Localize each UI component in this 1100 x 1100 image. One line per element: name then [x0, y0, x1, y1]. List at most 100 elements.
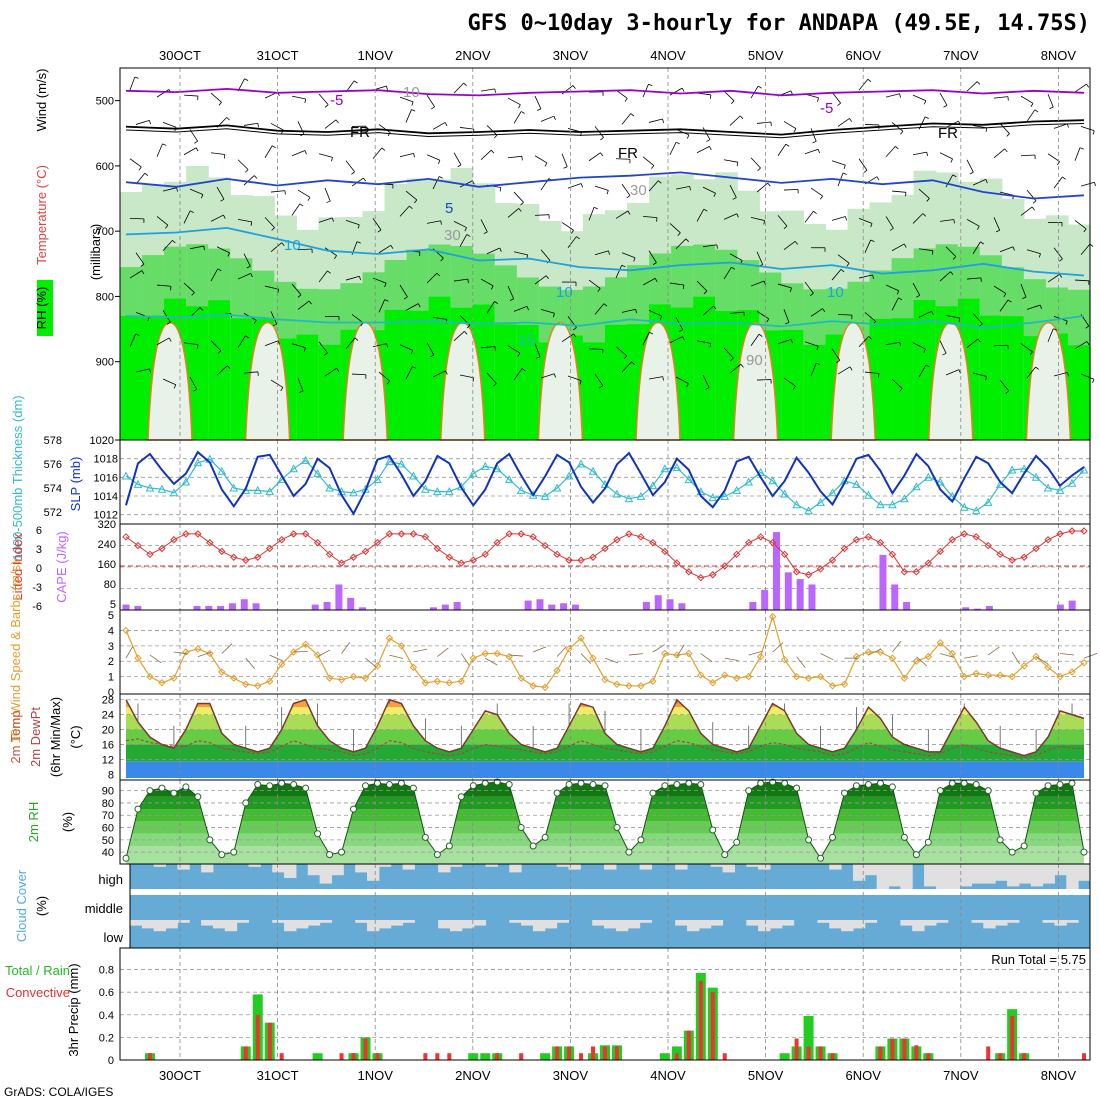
wind-barb: [777, 339, 792, 345]
wind-barb: [399, 152, 414, 158]
wind-barb: [459, 127, 474, 130]
wind-barb: [864, 371, 879, 374]
wind-barb: [966, 219, 980, 227]
rh-marker: [302, 784, 310, 792]
wind-barb-tick: [149, 368, 151, 373]
wind-marker: [601, 675, 609, 684]
cloud-bar: [935, 864, 949, 890]
wind-ytick: 2: [108, 656, 114, 668]
lifted-marker: [613, 536, 621, 544]
lifted-marker: [122, 533, 130, 541]
cape-bar: [654, 595, 662, 610]
wind-barb: [1074, 220, 1087, 230]
wind-marker: [397, 642, 406, 650]
lifted-marker: [577, 556, 585, 564]
precip-total-bar: [779, 1053, 790, 1060]
wind-barb: [594, 373, 604, 386]
precip-side-total: Total / Rain: [5, 963, 70, 978]
lifted-marker: [960, 530, 968, 538]
cloud-bar: [722, 864, 735, 873]
xtick-bottom-label: 6NOV: [845, 1068, 881, 1083]
wind-barb-tick: [740, 363, 744, 368]
lifted-marker: [1020, 553, 1028, 561]
cloud-bar: [450, 920, 463, 932]
surface-barb: [868, 648, 882, 656]
rh-marker: [625, 848, 633, 856]
wind-barb: [804, 148, 819, 155]
wind-marker: [876, 648, 885, 656]
wind-barb: [675, 238, 687, 250]
wind-barb-tick: [872, 274, 874, 279]
wind-barb: [1053, 123, 1068, 129]
precip-conv-bar: [591, 1046, 596, 1060]
temp-contour-line-fr2: [125, 123, 1085, 139]
cloud-bar: [153, 920, 167, 932]
lifted-marker: [469, 556, 477, 564]
wind-barb-tick: [277, 340, 280, 345]
rh-bright: [979, 315, 1003, 440]
cape-bar: [749, 601, 757, 610]
cloud-bar: [971, 920, 984, 923]
wind-barb: [318, 341, 328, 354]
lifted-marker: [864, 533, 873, 541]
wind-barb: [1074, 147, 1081, 161]
wind-barb: [891, 190, 906, 193]
xtick-bottom-label: 31OCT: [257, 1068, 299, 1083]
wind-marker: [373, 662, 382, 670]
contour-label: 10: [556, 284, 573, 301]
wind-barb-tick: [162, 143, 167, 146]
wind-barb-tick: [521, 368, 526, 372]
thickness-marker: [684, 475, 694, 484]
wind-barb: [270, 190, 285, 193]
wind-barb: [1026, 249, 1041, 254]
surface-barb: [580, 653, 592, 664]
lifted-marker: [649, 538, 657, 547]
cloud-bar: [852, 920, 866, 929]
wind-barb-tick: [386, 380, 391, 385]
wind-barb-tick: [138, 166, 142, 171]
wind-barb: [534, 343, 541, 357]
wind-marker: [984, 671, 992, 679]
wind-barb-tick: [635, 309, 637, 314]
cloud-bar: [983, 920, 996, 929]
precip-ytick: 0.6: [99, 987, 114, 999]
wind-barb-tick: [308, 300, 312, 305]
wind-barb-tick: [299, 390, 304, 393]
surface-barb: [628, 653, 643, 656]
temp-ytick: 20: [102, 725, 114, 737]
thickness-marker: [923, 472, 933, 481]
temp-contour-line: [125, 313, 1085, 329]
xtick-top-label: 30OCT: [159, 48, 201, 63]
lifted-marker: [242, 556, 250, 564]
wind-barb-tick: [867, 78, 872, 83]
wind-barb: [561, 153, 568, 167]
wind-barb: [777, 215, 788, 227]
wind-barb: [729, 184, 737, 198]
wind-barb-tick: [165, 224, 169, 229]
wind-barb: [243, 122, 258, 126]
thickness-marker: [265, 487, 275, 496]
thickness-marker: [983, 497, 993, 506]
wind-barb: [864, 239, 872, 253]
wind-barb-tick: [846, 262, 850, 267]
wind-barb: [513, 251, 528, 256]
wind-barb-tick: [703, 208, 708, 212]
wind-barb: [297, 248, 313, 251]
wind-marker: [1044, 663, 1052, 672]
wind-barb: [756, 311, 770, 320]
wind-barb: [918, 188, 930, 199]
wind-barb: [999, 246, 1014, 253]
wind-barb: [675, 376, 689, 384]
wind-barb: [783, 121, 797, 129]
lifted-marker: [541, 541, 549, 550]
temp-ytick: 12: [102, 754, 114, 766]
wind-barb: [507, 208, 519, 218]
wind-barb-tick: [220, 198, 225, 202]
cape-bar: [240, 599, 248, 610]
wind-barb: [324, 119, 337, 129]
lifted-marker: [134, 541, 142, 550]
li-ytick: 3: [36, 544, 42, 556]
wind-barb: [372, 147, 383, 160]
wind-barb-tick: [299, 203, 304, 207]
